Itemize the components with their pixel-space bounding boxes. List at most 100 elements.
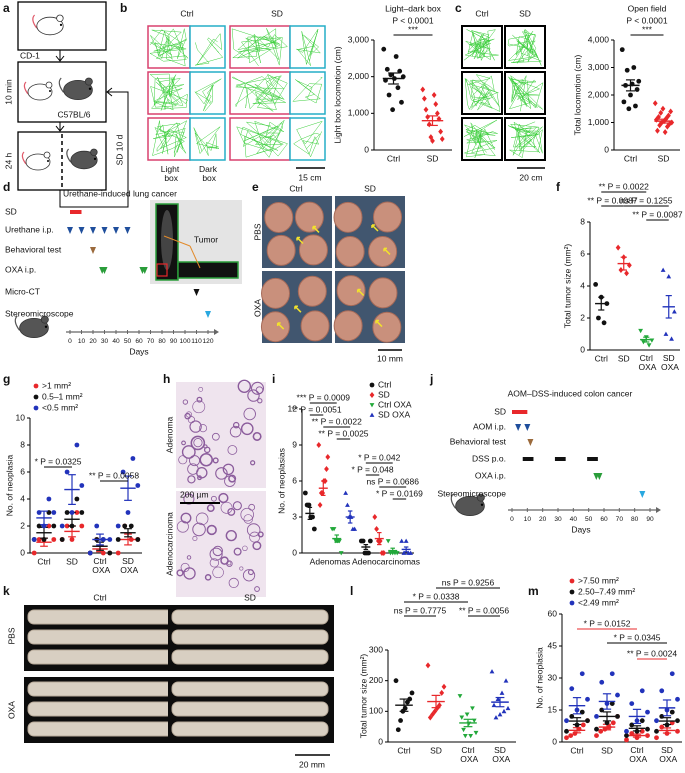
data-point <box>59 523 65 529</box>
scale-label: 20 cm <box>519 172 542 182</box>
row-label: PBS <box>252 223 262 240</box>
panel-label: j <box>429 372 433 386</box>
data-point <box>325 454 331 460</box>
mouse-body <box>70 150 98 170</box>
data-point <box>369 412 375 417</box>
lung-lobe <box>335 236 365 268</box>
data-point <box>33 394 39 400</box>
tissue <box>240 507 254 522</box>
data-point <box>621 99 627 105</box>
data-point <box>393 54 399 59</box>
x-tick-label: SD OXA <box>657 745 678 764</box>
data-point <box>615 692 620 698</box>
data-point <box>675 718 680 724</box>
data-point <box>427 714 433 721</box>
time-label: 24 h <box>3 152 13 169</box>
track <box>464 29 499 62</box>
data-point <box>423 106 429 113</box>
x-tick-label: 120 <box>202 338 213 345</box>
strain-label: C57BL/6 <box>57 109 90 119</box>
row-label: Stereomicroscope <box>5 308 74 318</box>
data-point <box>658 109 664 116</box>
mouse-eye <box>44 325 48 328</box>
tumor-arrow <box>276 322 285 330</box>
data-point <box>580 722 586 728</box>
data-point <box>568 733 574 738</box>
legend-label: <0.5 mm² <box>42 402 78 412</box>
x-tick-label: Ctrl <box>397 745 410 755</box>
colon <box>27 701 177 717</box>
column-label: SD <box>244 592 256 602</box>
data-point <box>655 127 660 134</box>
event-bar <box>587 457 598 461</box>
data-point <box>594 733 599 738</box>
tissue <box>212 566 224 579</box>
data-point <box>491 702 497 708</box>
tissue <box>195 512 209 526</box>
x-tick-label: Adenomas <box>310 556 351 566</box>
tissue <box>206 504 215 513</box>
data-point <box>599 679 605 685</box>
y-tick-label: 8 <box>580 216 585 226</box>
y-tick-label: 4 <box>580 280 585 290</box>
mouse-ear <box>40 315 49 324</box>
event-marker <box>90 247 96 254</box>
mouse-tail <box>21 151 27 165</box>
row-label: OXA i.p. <box>5 264 36 274</box>
data-point <box>636 78 642 84</box>
cage <box>17 131 107 191</box>
data-point <box>125 510 131 515</box>
data-point <box>626 106 632 112</box>
data-point <box>318 490 324 496</box>
data-point <box>302 490 308 496</box>
data-point <box>609 701 615 706</box>
data-point <box>631 65 637 70</box>
colon <box>171 609 329 625</box>
event-bar <box>70 210 82 214</box>
data-point <box>310 514 315 520</box>
colon <box>171 701 329 717</box>
data-point <box>604 720 610 726</box>
tissue <box>211 432 220 441</box>
tissue <box>250 460 256 466</box>
data-point <box>569 578 575 584</box>
data-point <box>366 550 371 556</box>
x-tick-label: Ctrl OXA <box>636 353 657 372</box>
data-point <box>51 510 57 515</box>
track <box>149 73 188 111</box>
data-point <box>317 502 323 508</box>
data-point <box>601 320 607 326</box>
tissue <box>178 455 188 465</box>
data-point <box>128 523 134 529</box>
data-point <box>662 129 668 136</box>
data-point <box>369 392 375 398</box>
lung-lobe <box>298 234 328 266</box>
row-label: OXA <box>6 701 16 719</box>
data-point <box>569 589 575 595</box>
colon <box>27 609 177 625</box>
y-tick-label: 2 <box>20 520 25 530</box>
time-label: 10 min <box>3 79 13 105</box>
data-point <box>79 523 85 529</box>
x-tick-label: Ctrl <box>387 153 400 163</box>
y-tick-label: 1,000 <box>588 117 610 127</box>
tissue <box>250 381 265 395</box>
event-bar <box>512 410 528 414</box>
tissue <box>225 529 237 542</box>
panel-label: h <box>163 372 170 386</box>
stat-label: ** P = 0.0051 <box>291 404 341 414</box>
stat-label: * P = 0.0345 <box>614 632 661 642</box>
data-point <box>87 550 93 556</box>
y-axis-label: No. of neoplasia <box>534 647 544 709</box>
scale-label: 10 mm <box>377 353 403 363</box>
data-point <box>609 671 615 677</box>
tissue <box>187 475 196 484</box>
data-point <box>430 137 435 144</box>
y-tick-label: 0 <box>364 144 369 154</box>
stat-label: P < 0.0001 <box>626 15 667 25</box>
tissue <box>203 446 211 454</box>
data-point <box>471 718 477 723</box>
legend-label: 2.50–7.49 mm² <box>578 586 635 596</box>
event-marker <box>90 227 96 234</box>
